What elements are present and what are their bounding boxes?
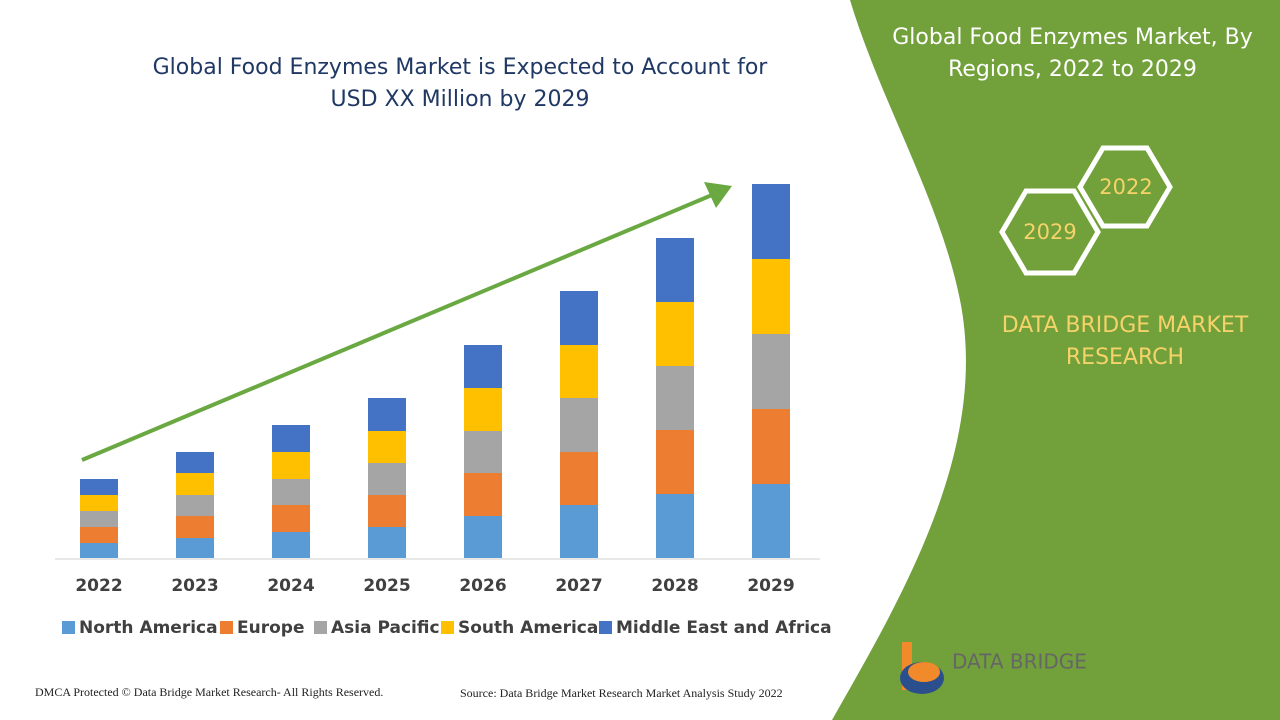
bar-segment [368,527,406,558]
bar-segment [368,398,406,431]
bar-segment [752,409,790,484]
bar-segment [176,516,214,538]
hex-label: 2029 [1023,220,1076,244]
bar-segment [176,473,214,495]
bar-segment [560,291,598,345]
hex-label: 2022 [1099,175,1152,199]
x-tick-label: 2028 [651,576,698,596]
bar-segment [656,430,694,494]
bar-segment [176,538,214,558]
bar-segment [80,543,118,558]
legend-label: Middle East and Africa [616,618,832,638]
trend-arrow [81,193,713,462]
legend-swatch [314,621,327,634]
bar-segment [272,532,310,558]
chart-title: Global Food Enzymes Market is Expected t… [152,55,768,112]
bar-segment [368,463,406,495]
footer-left: DMCA Protected © Data Bridge Market Rese… [35,685,383,699]
bar-segment [272,425,310,452]
bar-segment [560,345,598,398]
bar-segment [464,388,502,431]
legend-label: North America [79,618,218,638]
legend-swatch [441,621,454,634]
footer-right: Source: Data Bridge Market Research Mark… [460,686,783,700]
brand: DATA BRIDGE MARKET RESEARCH [1001,313,1249,370]
bar-segment [80,495,118,511]
bar-segment [752,259,790,334]
bar-segment [656,238,694,302]
bar-segment [656,366,694,430]
bar-segment [656,302,694,366]
bar-segment [368,431,406,463]
legend-swatch [220,621,233,634]
bar-segment [560,398,598,452]
bar-segment [272,505,310,532]
bar-segment [368,495,406,527]
x-tick-label: 2029 [747,576,794,596]
hexagon [999,188,1101,276]
x-tick-label: 2027 [555,576,602,596]
legend-label: Europe [237,618,304,638]
x-tick-label: 2024 [267,576,314,596]
x-tick-label: 2023 [171,576,218,596]
bar-segment [272,452,310,479]
legend-label: South America [458,618,598,638]
bar-segment [656,494,694,558]
bar-segment [752,484,790,558]
bar-segment [80,527,118,543]
bar-segment [464,473,502,516]
x-tick-label: 2025 [363,576,410,596]
bar-segment [464,431,502,473]
bar-segment [176,452,214,473]
logo-text: DATA BRIDGE [952,650,1087,674]
bar-segment [752,184,790,259]
bar-segment [176,495,214,516]
bar-segment [464,345,502,388]
bar-segment [560,505,598,558]
bar-segment [272,479,310,505]
x-tick-label: 2022 [75,576,122,596]
legend-label: Asia Pacific [331,618,440,638]
bar-segment [80,511,118,527]
legend-swatch [599,621,612,634]
bar-segment [80,479,118,495]
arrow-head [704,182,732,208]
hexagon [1077,145,1173,229]
bar-segment [464,516,502,558]
logo-mark [908,662,940,682]
panel-title: Global Food Enzymes Market, By Regions, … [892,25,1253,82]
bar-segment [560,452,598,505]
bar-segment [752,334,790,409]
legend-swatch [62,621,75,634]
x-tick-label: 2026 [459,576,506,596]
